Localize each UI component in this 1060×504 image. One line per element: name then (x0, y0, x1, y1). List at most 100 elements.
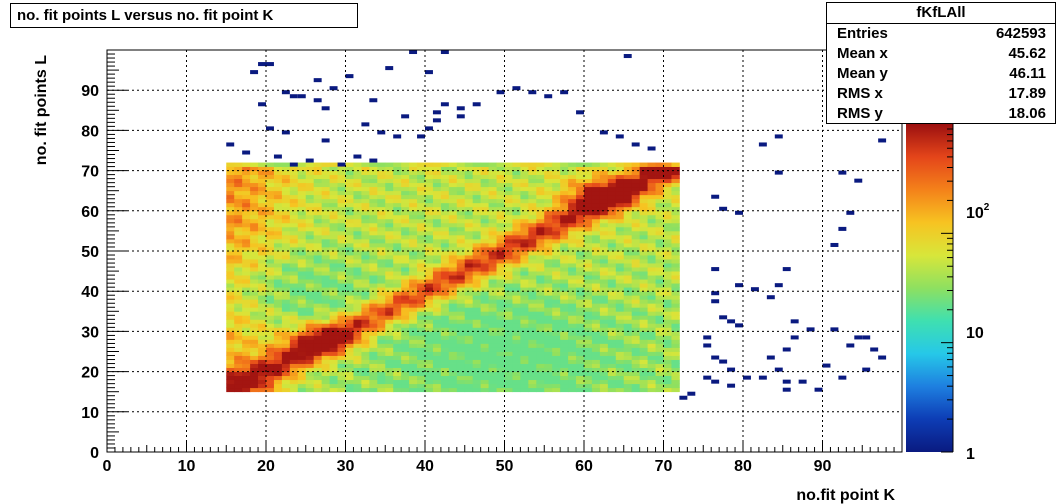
heatmap-cell (655, 279, 664, 284)
heatmap-cell (266, 331, 275, 336)
heatmap-cell (456, 198, 466, 204)
heatmap-cell (639, 299, 648, 304)
heatmap-cell (496, 246, 505, 252)
heatmap-cell (234, 275, 243, 280)
heatmap-cell (313, 238, 323, 244)
heatmap-cell (417, 214, 426, 220)
heatmap-cell (599, 331, 609, 336)
heatmap-cell (250, 170, 259, 176)
heatmap-cell (273, 359, 283, 364)
heatmap-cell (250, 234, 259, 240)
heatmap-cell (369, 283, 378, 288)
heatmap-cell (226, 319, 235, 324)
heatmap-cell (671, 363, 680, 368)
heatmap-cell (417, 206, 426, 212)
heatmap-cell (409, 226, 418, 232)
heatmap-cell (599, 375, 609, 381)
heatmap-cell (417, 387, 426, 393)
heatmap-cell (401, 387, 410, 393)
heatmap-cell (456, 307, 466, 312)
heatmap-cell (448, 371, 458, 377)
heatmap-cell (472, 367, 482, 372)
heatmap-cell (361, 363, 370, 368)
heatmap-cell (496, 90, 505, 95)
heatmap-cell (377, 315, 386, 320)
heatmap-cell (377, 363, 386, 368)
heatmap-cell (353, 387, 362, 393)
heatmap-cell (472, 279, 482, 284)
heatmap-cell (472, 218, 482, 224)
heatmap-cell (615, 178, 625, 184)
heatmap-cell (329, 222, 338, 228)
heatmap-cell (504, 363, 513, 368)
heatmap-cell (488, 271, 497, 276)
heatmap-cell (623, 375, 633, 381)
heatmap-cell (393, 351, 402, 356)
heatmap-cell (250, 375, 259, 381)
heatmap-cell (266, 295, 275, 300)
heatmap-cell (568, 315, 577, 320)
heatmap-cell (226, 367, 235, 372)
heatmap-cell (250, 271, 259, 276)
heatmap-cell (472, 347, 482, 352)
heatmap-cell (242, 279, 251, 284)
heatmap-cell (273, 259, 283, 264)
heatmap-cell (671, 315, 680, 320)
heatmap-cell (456, 162, 466, 167)
heatmap-cell (639, 186, 648, 192)
heatmap-cell (552, 291, 561, 296)
heatmap-cells (226, 50, 887, 400)
heatmap-cell (425, 206, 434, 212)
heatmap-cell (560, 263, 569, 268)
heatmap-cell (528, 202, 537, 208)
heatmap-cell (377, 186, 386, 192)
heatmap-cell (560, 242, 569, 248)
heatmap-cell (671, 367, 680, 372)
heatmap-cell (329, 230, 338, 236)
heatmap-cell (345, 259, 354, 264)
heatmap-cell (576, 174, 585, 180)
heatmap-cell (321, 230, 330, 236)
heatmap-cell (377, 234, 386, 240)
heatmap-cell (425, 255, 434, 260)
heatmap-cell (591, 210, 601, 216)
heatmap-cell (615, 383, 625, 389)
heatmap-cell (480, 315, 489, 320)
heatmap-cell (663, 170, 672, 176)
heatmap-cell (584, 182, 593, 188)
heatmap-cell (591, 359, 601, 364)
heatmap-cell (472, 375, 482, 381)
heatmap-cell (496, 206, 505, 212)
heatmap-cell (337, 275, 346, 280)
heatmap-cell (544, 375, 553, 381)
heatmap-cell (409, 190, 418, 196)
heatmap-cell (520, 214, 529, 220)
heatmap-cell (639, 303, 648, 308)
heatmap-cell (417, 315, 426, 320)
heatmap-cell (512, 234, 521, 240)
heatmap-cell (345, 275, 354, 280)
heatmap-cell (393, 343, 402, 348)
heatmap-cell (409, 371, 418, 377)
heatmap-cell (242, 210, 251, 216)
heatmap-cell (345, 238, 354, 244)
heatmap-cell (488, 335, 497, 340)
heatmap-cell (552, 303, 561, 308)
heatmap-cell (321, 319, 330, 324)
heatmap-cell (504, 367, 513, 372)
heatmap-cell (440, 206, 450, 212)
heatmap-cell (393, 226, 402, 232)
heatmap-cell (281, 295, 291, 300)
heatmap-cell (647, 343, 656, 348)
heatmap-cell (472, 190, 482, 196)
heatmap-cell (615, 234, 625, 240)
heatmap-cell (226, 202, 235, 208)
heatmap-cell (401, 178, 410, 184)
heatmap-cell (440, 327, 450, 332)
heatmap-cell (337, 323, 346, 328)
heatmap-cell (281, 230, 291, 236)
heatmap-cell (440, 359, 450, 364)
heatmap-cell (631, 315, 641, 320)
heatmap-cell (480, 359, 489, 364)
heatmap-cell (329, 259, 338, 264)
